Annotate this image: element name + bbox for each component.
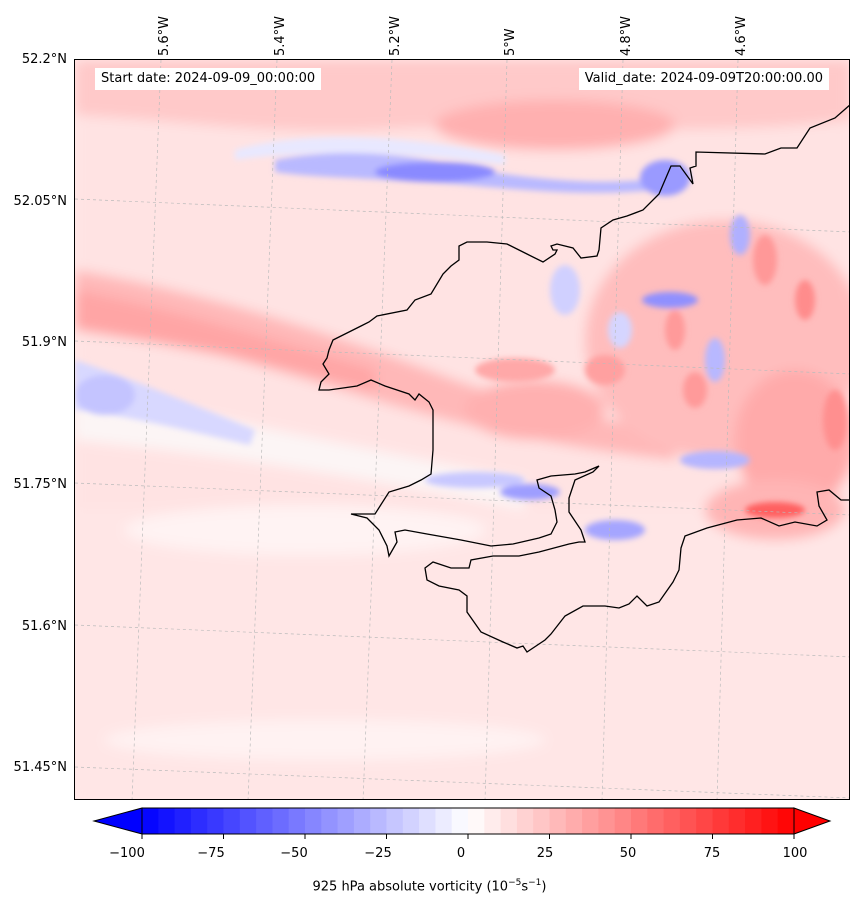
colorbar-title-text: 925 hPa absolute vorticity (10 xyxy=(312,879,509,895)
colorbar-cell xyxy=(435,808,453,834)
colorbar-title: 925 hPa absolute vorticity (10−5s−1) xyxy=(0,878,859,894)
colorbar-cell xyxy=(468,808,485,834)
colorbar-tick-label: −50 xyxy=(280,846,308,861)
colorbar-cell xyxy=(598,808,616,834)
colorbar-cell xyxy=(745,808,762,834)
colorbar-cell xyxy=(777,808,795,834)
lat-label-51-9n: 51.9°N xyxy=(21,335,67,350)
colorbar-title-unit: s xyxy=(521,879,529,895)
colorbar-cell xyxy=(761,808,779,834)
lon-label-5w: 5°W xyxy=(503,28,518,56)
vorticity-field xyxy=(75,60,849,799)
colorbar-cell xyxy=(565,808,583,834)
colorbar-cell xyxy=(549,808,567,834)
colorbar-cell xyxy=(582,808,599,834)
colorbar-cell xyxy=(223,808,241,834)
colorbar-cell xyxy=(679,808,697,834)
colorbar-title-end: ) xyxy=(541,879,547,895)
colorbar-cell xyxy=(696,808,714,834)
lon-label-5-2w: 5.2°W xyxy=(388,15,403,56)
colorbar-cell xyxy=(516,808,534,834)
lat-label-51-75n: 51.75°N xyxy=(13,477,67,492)
lon-label-5-4w: 5.4°W xyxy=(273,15,288,56)
colorbar-max-extension xyxy=(793,807,832,835)
colorbar-cell xyxy=(174,808,192,834)
lat-label-51-6n: 51.6°N xyxy=(21,619,67,634)
colorbar-cell xyxy=(712,808,730,834)
colorbar-tick-label: 100 xyxy=(782,846,808,861)
coastline xyxy=(318,104,849,653)
colorbar xyxy=(92,807,832,839)
colorbar-cell xyxy=(142,808,159,834)
colorbar-tick-label: −100 xyxy=(109,846,145,861)
colorbar-tick-marks xyxy=(141,834,795,839)
colorbar-cell xyxy=(305,808,322,834)
colorbar-cell xyxy=(728,808,746,834)
lat-label-51-45n: 51.45°N xyxy=(13,760,67,775)
colorbar-cell xyxy=(239,808,257,834)
colorbar-cell xyxy=(663,808,681,834)
colorbar-cell xyxy=(484,808,502,834)
colorbar-cell xyxy=(402,808,420,834)
colorbar-tick-label: 75 xyxy=(703,846,721,861)
colorbar-cell xyxy=(614,808,632,834)
colorbar-title-exp1: −5 xyxy=(508,878,522,888)
valid-date-label: Valid_date: 2024-09-09T20:00:00.00 xyxy=(578,68,829,90)
colorbar-cell xyxy=(158,808,176,834)
start-date-label: Start date: 2024-09-09_00:00:00 xyxy=(95,68,322,90)
lon-label-4-6w: 4.6°W xyxy=(734,15,749,56)
colorbar-cell xyxy=(631,808,648,834)
colorbar-cell xyxy=(419,808,436,834)
colorbar-cell xyxy=(321,808,339,834)
colorbar-cells xyxy=(142,808,795,834)
colorbar-cell xyxy=(256,808,273,834)
lat-label-52-05n: 52.05°N xyxy=(13,194,67,209)
colorbar-cell xyxy=(337,808,355,834)
colorbar-cell xyxy=(272,808,290,834)
lon-label-4-8w: 4.8°W xyxy=(619,15,634,56)
colorbar-tick-label: −75 xyxy=(197,846,225,861)
colorbar-cell xyxy=(500,808,518,834)
colorbar-tick-label: 25 xyxy=(536,846,554,861)
colorbar-cell xyxy=(190,808,208,834)
colorbar-tick-label: 0 xyxy=(456,846,466,861)
colorbar-cell xyxy=(451,808,469,834)
colorbar-cell xyxy=(386,808,404,834)
colorbar-cell xyxy=(207,808,225,834)
colorbar-tick-label: 50 xyxy=(619,846,637,861)
colorbar-min-extension xyxy=(92,807,143,835)
map-panel[interactable]: Start date: 2024-09-09_00:00:00 Valid_da… xyxy=(74,59,850,800)
lon-label-5-6w: 5.6°W xyxy=(157,15,172,56)
colorbar-title-exp2: −1 xyxy=(528,878,542,888)
vorticity-detail xyxy=(75,137,847,540)
colorbar-cell xyxy=(353,808,371,834)
colorbar-cell xyxy=(533,808,551,834)
lat-label-52-2n: 52.2°N xyxy=(21,52,67,67)
colorbar-tick-label: −25 xyxy=(364,846,392,861)
colorbar-cell xyxy=(288,808,306,834)
colorbar-cell xyxy=(370,808,388,834)
colorbar-cell xyxy=(647,808,665,834)
